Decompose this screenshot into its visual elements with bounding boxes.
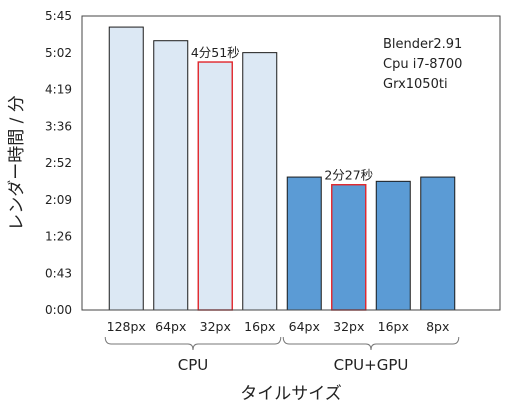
- x-category-label: 16px: [378, 319, 409, 334]
- bars-layer: [108, 26, 456, 311]
- x-axis-title: タイルサイズ: [240, 384, 342, 404]
- y-ticks: 0:00 0:43 1:26 2:09 2:52 3:36 4:19 5:02 5:45: [45, 9, 72, 317]
- x-category-label: 128px: [107, 319, 146, 334]
- y-tick-label: 1:26: [45, 230, 72, 244]
- bar-cpu-64px: [153, 40, 189, 311]
- info-line: Grx1050ti: [383, 77, 448, 92]
- y-tick-label: 0:00: [45, 303, 72, 317]
- plot-frame: [81, 15, 501, 311]
- bar-cpugpu-32px: [331, 184, 367, 311]
- y-tick-label: 2:52: [45, 156, 72, 170]
- bar-annotations: 4分51秒 2分27秒: [191, 45, 373, 183]
- bar-cpu-16px: [242, 52, 278, 311]
- x-category-label: 8px: [426, 319, 449, 334]
- info-box: Blender2.91 Cpu i7-8700 Grx1050ti: [383, 37, 462, 92]
- y-tick-label: 4:19: [45, 83, 72, 97]
- group-label: CPU: [178, 356, 209, 374]
- bar-cpugpu-8px: [420, 176, 456, 311]
- y-tick-label: 5:45: [45, 9, 72, 23]
- x-category-label: 64px: [155, 319, 186, 334]
- bar-cpu-32px: [197, 61, 233, 311]
- y-tick-label: 3:36: [45, 119, 72, 133]
- bar-cpugpu-64px: [286, 176, 322, 311]
- group-braces: CPU CPU+GPU: [104, 336, 460, 374]
- y-tick-label: 0:43: [45, 266, 72, 280]
- x-category-label: 32px: [200, 319, 231, 334]
- group-label: CPU+GPU: [334, 356, 409, 374]
- group-brace: [104, 336, 282, 351]
- bar-cpu-128px: [108, 26, 144, 311]
- y-axis-title: レンダー時間 / 分: [7, 95, 27, 231]
- x-category-labels: 128px 64px 32px 16px 64px 32px 16px 8px: [107, 319, 450, 334]
- bar-cpugpu-16px: [375, 180, 411, 311]
- x-category-label: 16px: [244, 319, 275, 334]
- group-brace: [282, 336, 460, 351]
- y-tick-label: 2:09: [45, 193, 72, 207]
- x-category-label: 64px: [289, 319, 320, 334]
- bar-value-label: 4分51秒: [191, 45, 240, 60]
- y-tick-label: 5:02: [45, 46, 72, 60]
- info-line: Blender2.91: [383, 37, 462, 52]
- x-category-label: 32px: [333, 319, 364, 334]
- bar-value-label: 2分27秒: [324, 168, 373, 183]
- info-line: Cpu i7-8700: [383, 57, 462, 72]
